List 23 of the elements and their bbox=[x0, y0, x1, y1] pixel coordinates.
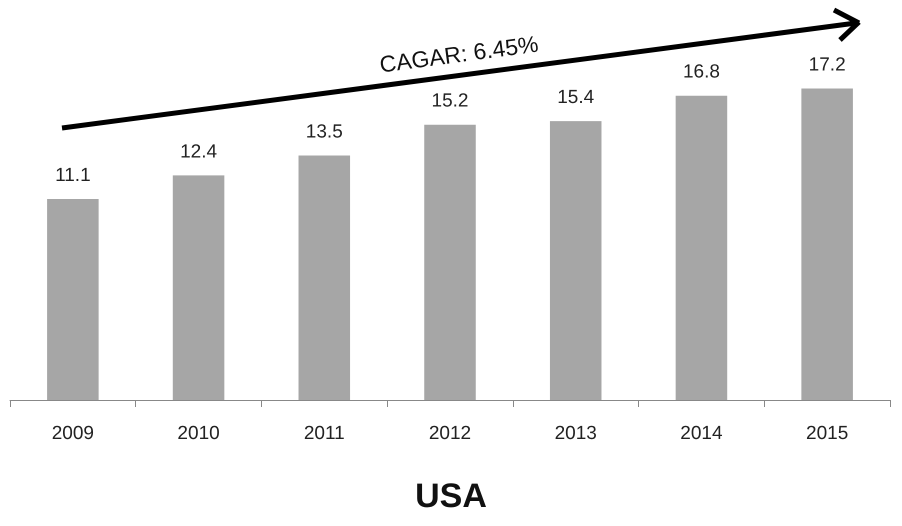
data-label: 15.2 bbox=[432, 90, 468, 112]
x-tick-label: 2010 bbox=[177, 423, 220, 444]
bar bbox=[550, 121, 602, 400]
x-tick-label: 2011 bbox=[304, 423, 345, 444]
data-label: 15.4 bbox=[557, 87, 595, 108]
bar bbox=[676, 96, 728, 400]
bar bbox=[424, 124, 476, 400]
x-tick-label: 2014 bbox=[680, 423, 723, 444]
x-tick-label: 2009 bbox=[52, 423, 94, 444]
data-label: 11.1 bbox=[55, 164, 91, 186]
text: CAGAR: 6.45% bbox=[378, 30, 540, 78]
data-label: 16.8 bbox=[682, 62, 720, 83]
bar bbox=[801, 88, 853, 400]
x-tick-label: 2015 bbox=[806, 423, 848, 444]
text: USA bbox=[415, 477, 487, 515]
data-label: 17.2 bbox=[808, 54, 846, 76]
x-tick-label: 2013 bbox=[554, 423, 597, 444]
data-label: 12.4 bbox=[180, 141, 218, 162]
bar bbox=[298, 156, 350, 400]
bar bbox=[47, 198, 99, 400]
bar bbox=[172, 175, 224, 400]
x-tick-label: 2012 bbox=[428, 423, 472, 444]
data-label: 13.5 bbox=[306, 122, 343, 142]
